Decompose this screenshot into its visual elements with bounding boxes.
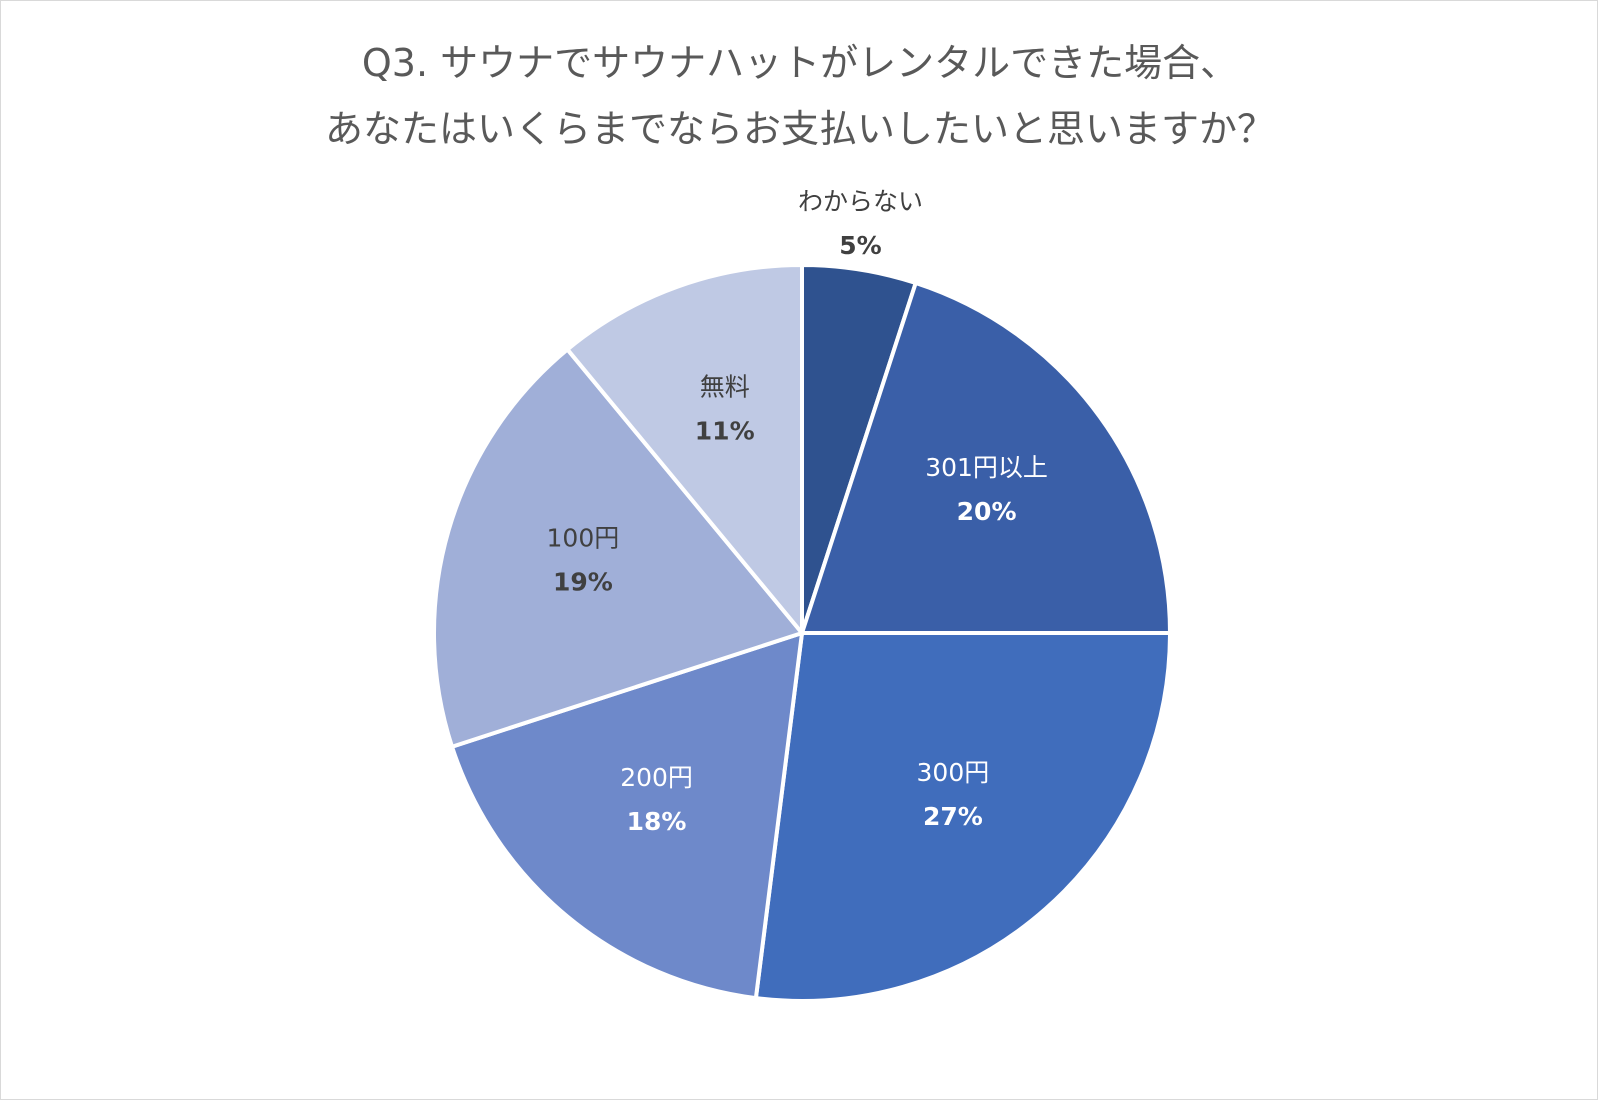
- pie-slice-3: [450, 631, 804, 1001]
- slice-label-2: 300円: [917, 758, 990, 787]
- slice-percent-5: 11%: [695, 416, 755, 445]
- pie-slice-4: [432, 347, 804, 749]
- slice-percent-1: 20%: [957, 497, 1017, 526]
- pie-slice-1: [800, 281, 1172, 635]
- slice-label-5: 無料: [700, 372, 750, 401]
- pie-slice-5: [565, 263, 804, 635]
- slice-label-3: 200円: [620, 763, 693, 792]
- slice-label-4: 100円: [547, 523, 620, 552]
- pie-slice-2: [753, 631, 1172, 1003]
- chart-title-line-1: Q3. サウナでサウナハットがレンタルできた場合、: [361, 41, 1239, 85]
- slice-label-0: わからない: [798, 187, 923, 216]
- slice-percent-4: 19%: [553, 567, 613, 596]
- chart-title: Q3. サウナでサウナハットがレンタルできた場合、 あなたはいくらまでならお支払…: [0, 30, 1600, 162]
- chart-title-line-2: あなたはいくらまでならお支払いしたいと思いますか？: [324, 107, 1275, 151]
- slice-percent-0: 5%: [839, 231, 881, 260]
- slice-percent-2: 27%: [923, 802, 983, 831]
- slice-percent-3: 18%: [627, 807, 687, 836]
- slice-label-1: 301円以上: [925, 453, 1048, 482]
